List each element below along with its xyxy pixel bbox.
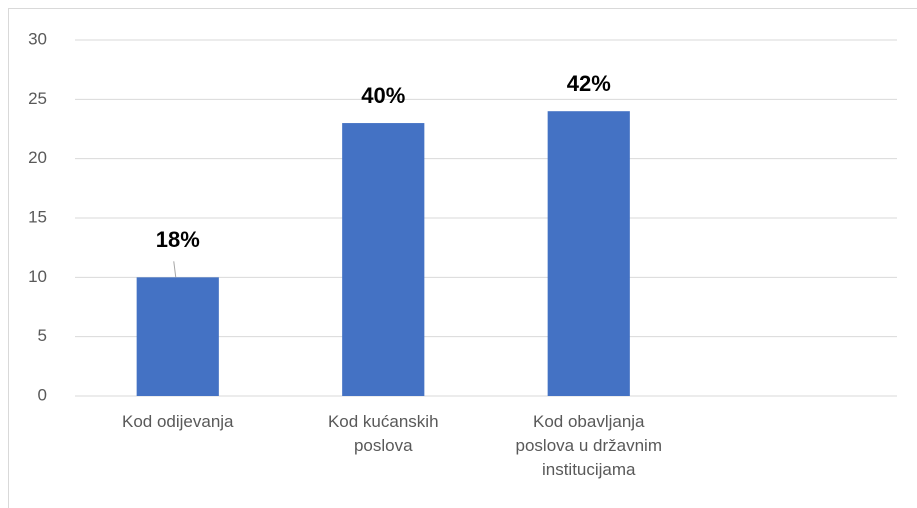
data-label: 42% bbox=[567, 71, 611, 96]
y-tick-label: 5 bbox=[38, 326, 47, 345]
bar bbox=[136, 277, 219, 396]
x-tick-label: Kod kućanskih poslova bbox=[327, 412, 439, 455]
bar bbox=[342, 123, 425, 397]
bar bbox=[547, 111, 630, 396]
y-tick-label: 25 bbox=[28, 89, 47, 108]
x-tick-label: Kod obavljanja poslova u državnim instit… bbox=[515, 412, 662, 479]
label-leader bbox=[173, 261, 177, 278]
chart-frame bbox=[8, 8, 917, 508]
x-tick-label: Kod odijevanja bbox=[121, 412, 234, 431]
y-tick-label: 10 bbox=[28, 267, 47, 286]
y-tick-label: 20 bbox=[28, 148, 47, 167]
data-label: 18% bbox=[156, 227, 200, 252]
y-tick-label: 0 bbox=[38, 385, 47, 404]
data-label: 40% bbox=[361, 83, 405, 108]
y-tick-label: 15 bbox=[28, 207, 47, 226]
y-tick-label: 30 bbox=[28, 29, 47, 48]
